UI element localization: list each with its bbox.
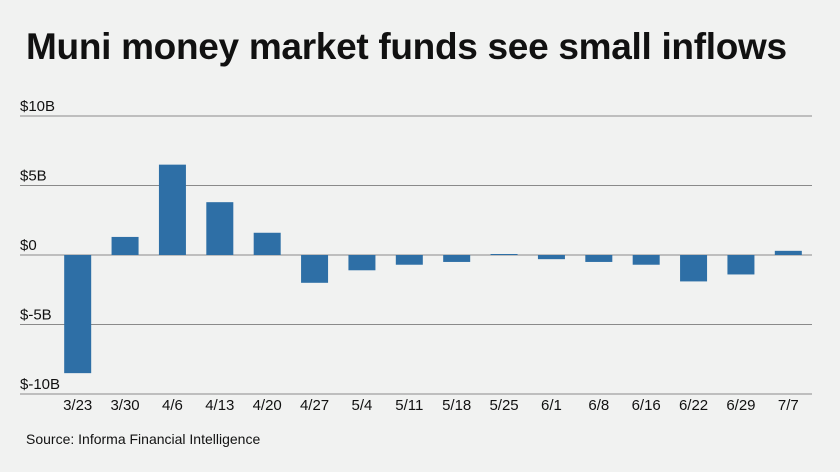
y-tick-label: $10B [20,98,55,115]
bar-5-4 [348,255,376,271]
bar-6-22 [680,255,708,282]
x-tick-label: 4/20 [253,397,282,414]
y-tick-label: $0 [20,237,37,254]
bar-4-13 [206,202,234,255]
bar-5-11 [395,255,423,265]
x-tick-label: 4/6 [162,397,183,414]
x-tick-label: 5/11 [395,397,423,414]
x-tick-label: 3/23 [63,397,92,414]
y-tick-label: $5B [20,168,47,185]
x-tick-label: 4/27 [300,397,329,414]
chart-title: Muni money market funds see small inflow… [26,26,787,67]
bar-4-6 [158,164,186,255]
source-note: Source: Informa Financial Intelligence [26,431,261,447]
bar-4-20 [253,232,281,255]
bar-7-7 [774,250,802,255]
x-tick-label: 3/30 [110,397,139,414]
y-tick-label: $-10B [20,376,60,393]
x-tick-label: 5/4 [352,397,373,414]
x-tick-label: 6/16 [632,397,661,414]
bar-6-29 [727,255,755,275]
x-tick-label: 5/18 [442,397,471,414]
x-tick-label: 6/8 [588,397,609,414]
x-tick-label: 5/25 [489,397,518,414]
x-tick-label: 6/22 [679,397,708,414]
bars [64,164,802,374]
x-axis-tick-labels: 3/23 3/30 4/6 4/13 4/20 4/27 5/4 5/11 5/18 5/25 6/… [63,397,799,414]
bar-3-23 [64,255,92,374]
bar-6-16 [632,255,660,265]
bar-6-8 [585,255,613,262]
bar-5-25 [490,254,518,255]
x-tick-label: 6/29 [726,397,755,414]
x-tick-label: 7/7 [778,397,799,414]
bar-4-27 [301,255,329,283]
x-tick-label: 6/1 [541,397,562,414]
bar-5-18 [443,255,471,262]
y-axis-tick-labels: $10B $5B $0 $-5B $-10B [20,98,60,393]
bar-6-1 [537,255,565,260]
x-tick-label: 4/13 [205,397,234,414]
y-tick-label: $-5B [20,307,52,324]
bar-3-30 [111,236,139,255]
